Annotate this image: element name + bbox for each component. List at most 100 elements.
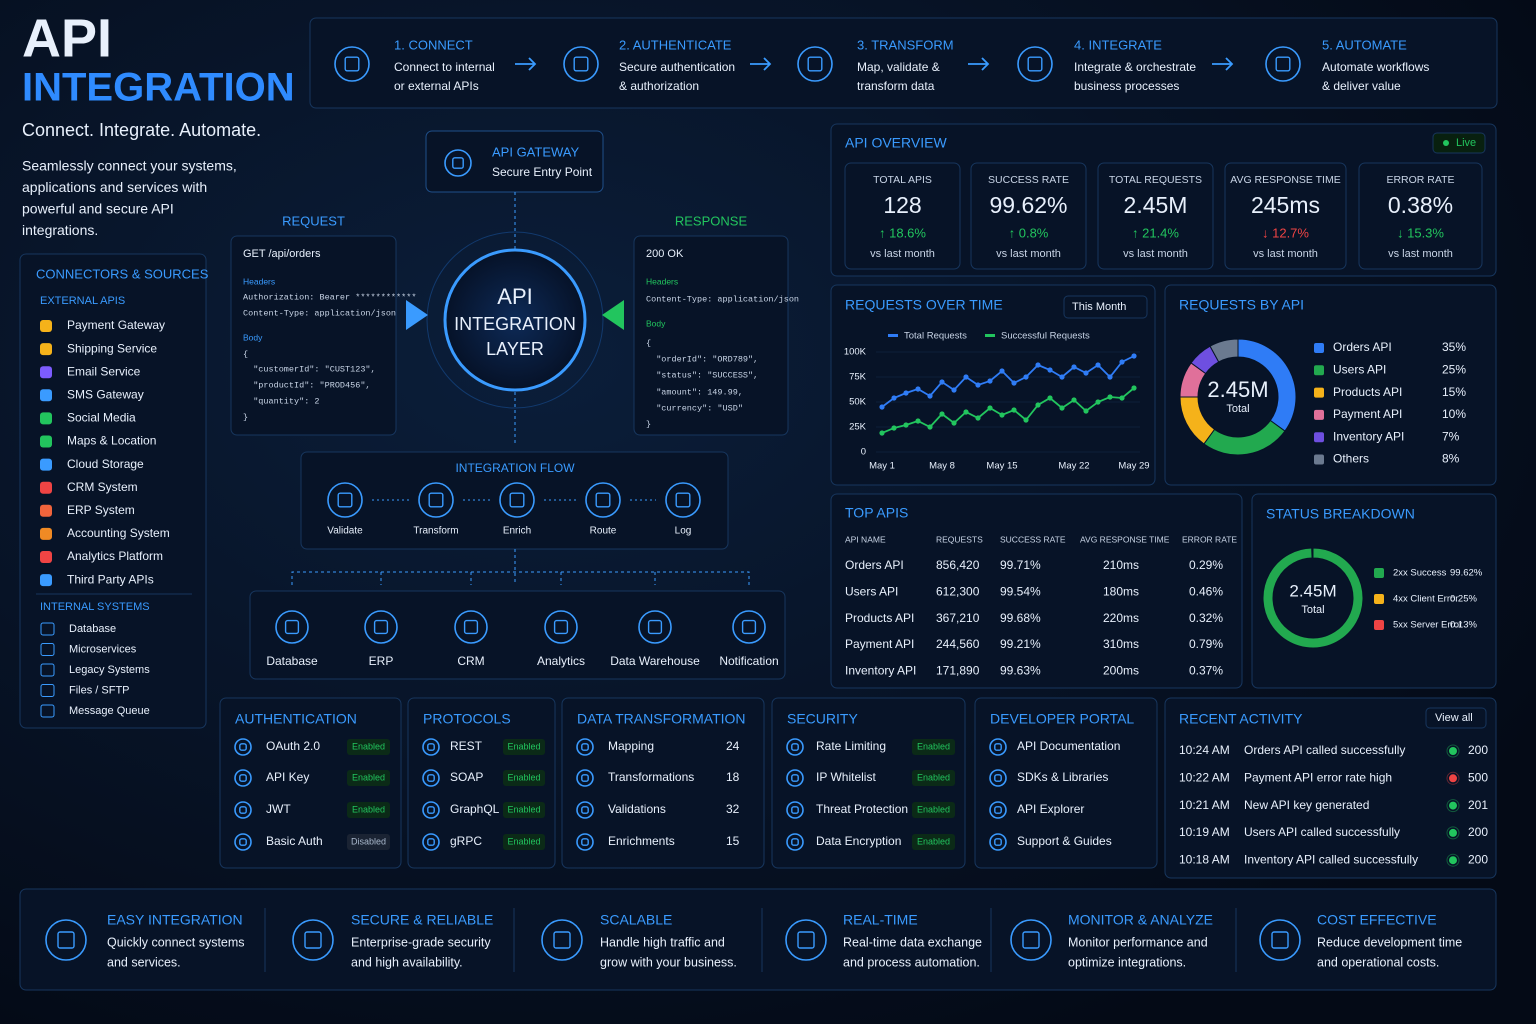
kpi-label: TOTAL REQUESTS <box>1109 174 1202 186</box>
code-line: "amount": 149.99, <box>646 387 743 397</box>
kpi-label: SUCCESS RATE <box>988 174 1069 186</box>
icon <box>499 482 535 518</box>
icon <box>275 610 309 644</box>
data-point <box>903 390 909 396</box>
icon <box>428 492 444 508</box>
item-name: Mapping <box>608 739 654 753</box>
legend-label: Payment API <box>1333 407 1402 421</box>
icon <box>327 482 363 518</box>
feature-text: and process automation. <box>843 955 980 969</box>
view-all-button[interactable] <box>1425 707 1487 729</box>
activity-code: 200 <box>1468 852 1488 866</box>
data-point <box>1083 408 1089 414</box>
data-point <box>1071 397 1077 403</box>
chart-title: REQUESTS OVER TIME <box>845 297 1003 313</box>
kpi-value: 0.38% <box>1388 192 1453 218</box>
kpi-card <box>1097 162 1214 270</box>
icon <box>989 833 1007 851</box>
target-label: Notification <box>719 654 778 668</box>
range-selector-box[interactable] <box>1063 295 1148 319</box>
data-point <box>915 386 921 392</box>
connector-item: Cloud Storage <box>67 457 144 471</box>
code-line: Headers <box>243 276 275 286</box>
code-line: "productId": "PROD456", <box>243 380 371 390</box>
badge-text: Enabled <box>352 772 385 782</box>
connectors-panel <box>19 253 207 729</box>
target-label: CRM <box>457 654 484 668</box>
icon <box>40 320 52 332</box>
item-name: IP Whitelist <box>816 770 876 784</box>
range-selector: This Month <box>1072 301 1126 313</box>
feature-title: REAL-TIME <box>843 912 918 928</box>
feature-title: EASY INTEGRATION <box>107 912 243 928</box>
icon <box>797 46 833 82</box>
badge <box>503 834 545 850</box>
feature-title: SECURE & RELIABLE <box>351 912 493 928</box>
icon <box>994 838 1002 846</box>
value-label: 99.62% <box>1450 568 1483 579</box>
item-name: API Key <box>266 770 309 784</box>
connector-item: ERP System <box>67 503 135 517</box>
table-cell: Inventory API <box>845 663 916 677</box>
icon <box>454 610 488 644</box>
item-name: Data Encryption <box>816 834 901 848</box>
data-point <box>963 374 969 380</box>
description: integrations. <box>22 222 98 238</box>
legend-swatch <box>1314 387 1324 398</box>
chart-panel <box>1164 284 1497 486</box>
icon <box>40 435 52 448</box>
code-line: } <box>646 419 651 429</box>
icon <box>573 56 589 72</box>
icon <box>544 610 578 644</box>
icon <box>797 931 815 949</box>
arrow <box>515 57 537 71</box>
code-line: { <box>646 338 651 348</box>
icon <box>732 610 766 644</box>
value-label: 10% <box>1442 407 1466 421</box>
status-text: Live <box>1456 137 1476 149</box>
step-title: 1. CONNECT <box>394 37 473 52</box>
badge <box>912 770 955 786</box>
data-point <box>1107 394 1113 400</box>
icon <box>994 774 1002 782</box>
icon <box>239 806 247 814</box>
data-point <box>1131 385 1137 391</box>
data-point <box>939 379 945 385</box>
icon <box>427 743 435 751</box>
activity-time: 10:24 AM <box>1179 743 1230 757</box>
feature-text: and services. <box>107 955 181 969</box>
status-badge <box>1432 132 1486 154</box>
target-label: Data Warehouse <box>610 654 700 668</box>
connector-item: Files / SFTP <box>69 684 130 696</box>
legend-swatch <box>1374 568 1384 578</box>
data-line <box>881 355 1135 408</box>
data-point <box>891 425 897 431</box>
feature-text: Enterprise-grade security <box>351 935 491 949</box>
connector-item: Email Service <box>67 364 141 378</box>
icon <box>563 46 599 82</box>
value-label: 0.13% <box>1450 620 1477 631</box>
legend-label: Successful Requests <box>1001 331 1090 342</box>
data-point <box>975 382 981 388</box>
flow-step: Transform <box>413 526 458 537</box>
legend-swatch <box>888 334 898 337</box>
item-name: GraphQL <box>450 802 500 816</box>
icon <box>989 801 1007 819</box>
core-text: LAYER <box>486 339 544 359</box>
status-dot <box>1449 774 1457 783</box>
item-count: 24 <box>726 739 740 753</box>
data-point <box>951 387 957 393</box>
value-label: 15% <box>1442 385 1466 399</box>
step-text: & authorization <box>619 79 699 93</box>
activity-code: 500 <box>1468 770 1488 784</box>
item-name: JWT <box>266 802 291 816</box>
arrow <box>1212 57 1234 71</box>
legend-label: Products API <box>1333 385 1402 399</box>
step-title: 5. AUTOMATE <box>1322 37 1407 52</box>
feature-title: COST EFFECTIVE <box>1317 912 1437 928</box>
kpi-change: ↓ 15.3% <box>1397 225 1444 240</box>
table-cell: 367,210 <box>936 611 980 625</box>
step-text: business processes <box>1074 79 1179 93</box>
